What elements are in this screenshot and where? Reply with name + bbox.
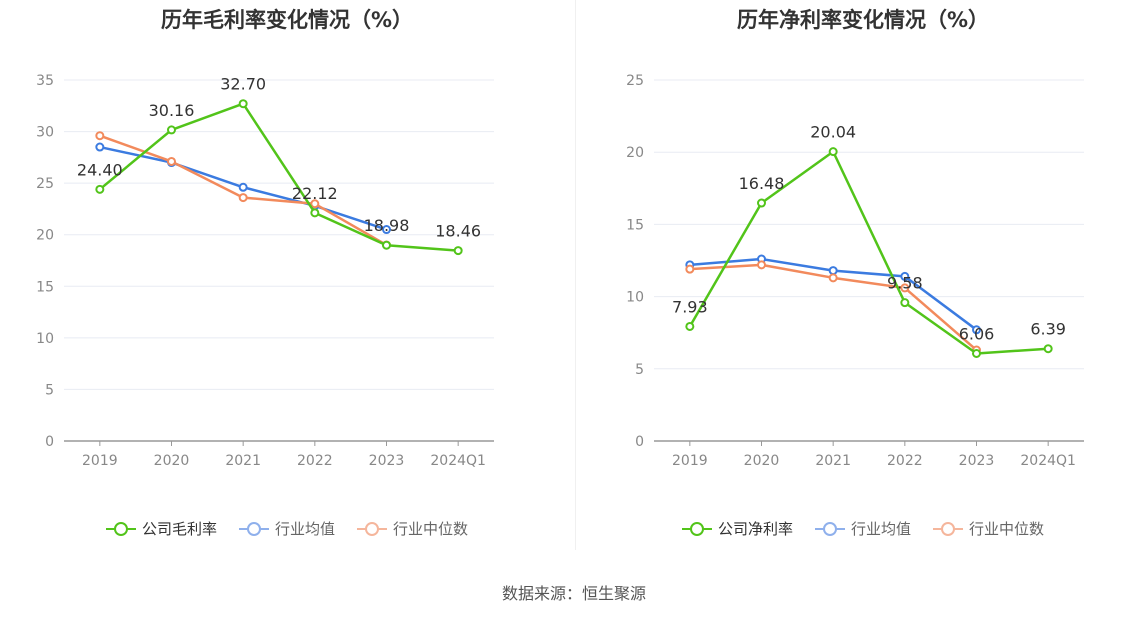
data-point	[900, 271, 910, 281]
series-line	[99, 102, 459, 252]
legend-marker-icon	[933, 521, 963, 536]
y-tick-label: 20	[626, 145, 644, 161]
data-point	[95, 184, 105, 194]
data-label: 30.16	[149, 101, 195, 120]
chart-title: 历年毛利率变化情况（%）	[160, 8, 414, 32]
x-tick-label: 2023	[369, 453, 405, 469]
legend-marker-icon	[814, 521, 845, 536]
panel-divider	[575, 0, 576, 550]
data-label: 6.06	[959, 324, 995, 343]
data-label: 18.46	[435, 222, 481, 241]
data-point	[757, 198, 766, 208]
legend-item-industry-mean[interactable]: 行业均值	[238, 518, 335, 539]
net-margin-chart: 历年净利率变化情况（%） 0 5 10 15 20 25 2019 2020 2021 2022 2…	[576, 0, 1148, 560]
legend-label: 行业均值	[850, 520, 911, 538]
data-label: 18.98	[364, 216, 410, 235]
x-tick-label: 2024Q1	[430, 453, 486, 469]
data-label: 22.12	[292, 184, 338, 203]
data-point	[167, 125, 176, 135]
y-tick-label: 25	[36, 176, 54, 192]
data-label: 7.93	[672, 297, 708, 316]
data-point	[757, 260, 766, 270]
data-point	[972, 325, 981, 335]
legend: 公司毛利率 行业均值 行业中位数	[0, 518, 574, 539]
legend-label: 公司毛利率	[141, 520, 217, 538]
legend-item-company[interactable]: 公司毛利率	[105, 518, 217, 539]
y-tick-label: 15	[36, 279, 54, 295]
data-label: 24.40	[77, 160, 123, 179]
x-tick-label: 2022	[887, 453, 923, 469]
legend-label: 公司净利率	[717, 520, 793, 538]
data-point	[972, 348, 981, 358]
x-tick-label: 2019	[82, 453, 118, 469]
legend-label: 行业中位数	[393, 520, 469, 538]
data-point	[900, 298, 910, 308]
x-tick-label: 2019	[672, 453, 708, 469]
x-tick-label: 2020	[744, 453, 780, 469]
data-point	[310, 208, 320, 218]
data-point	[382, 240, 391, 250]
gross-margin-chart: 历年毛利率变化情况（%） 0 5 10 15 20 25 30 35 2019 2020 2021 2…	[0, 0, 574, 560]
data-point	[828, 147, 838, 157]
data-point	[900, 283, 910, 293]
x-tick-label: 2022	[297, 453, 333, 469]
data-point	[238, 193, 248, 203]
y-tick-label: 0	[45, 434, 54, 450]
legend-item-company[interactable]: 公司净利率	[681, 518, 793, 539]
legend-marker-icon	[681, 521, 712, 536]
data-point	[828, 266, 838, 276]
y-tick-label: 5	[45, 382, 54, 398]
legend-label: 行业均值	[274, 520, 335, 538]
x-tick-label: 2024Q1	[1020, 453, 1076, 469]
data-point	[1043, 344, 1053, 354]
gross-margin-plot: 0 5 10 15 20 25 30 35 2019 2020 2021 2022 2023 2024Q1…	[36, 73, 494, 469]
legend-item-industry-median[interactable]: 行业中位数	[933, 518, 1044, 539]
data-source: 数据来源：恒生聚源	[501, 584, 646, 603]
x-tick-label: 2021	[815, 453, 851, 469]
data-label: 32.70	[220, 75, 266, 94]
series-line	[688, 150, 1049, 355]
data-point	[95, 131, 105, 141]
y-tick-label: 0	[635, 434, 644, 450]
x-tick-label: 2021	[225, 453, 261, 469]
y-tick-label: 20	[36, 228, 54, 244]
data-point	[828, 273, 838, 283]
data-point	[382, 225, 391, 235]
y-tick-label: 5	[635, 362, 644, 378]
legend-marker-icon	[105, 521, 136, 536]
legend-marker-icon	[238, 521, 269, 536]
y-tick-label: 10	[626, 290, 644, 306]
legend-item-industry-median[interactable]: 行业中位数	[357, 518, 468, 539]
data-point	[95, 142, 105, 152]
y-tick-label: 15	[626, 217, 644, 233]
data-point	[238, 99, 248, 109]
data-point	[685, 321, 695, 331]
data-point	[310, 199, 320, 209]
data-point	[238, 182, 248, 192]
legend: 公司净利率 行业均值 行业中位数	[576, 518, 1148, 539]
x-tick-label: 2020	[154, 453, 190, 469]
chart-title: 历年净利率变化情况（%）	[736, 8, 990, 32]
y-tick-label: 25	[626, 73, 644, 89]
legend-marker-icon	[357, 521, 387, 536]
y-tick-label: 35	[36, 73, 54, 89]
data-label: 20.04	[810, 123, 856, 142]
data-label: 9.58	[887, 274, 923, 293]
data-point	[685, 264, 695, 274]
legend-label: 行业中位数	[969, 520, 1045, 538]
y-tick-label: 10	[36, 331, 54, 347]
data-point	[453, 246, 463, 256]
net-margin-plot: 0 5 10 15 20 25 2019 2020 2021 2022 2023 2024Q1 7.93…	[626, 73, 1084, 469]
x-tick-label: 2023	[959, 453, 995, 469]
data-label: 6.39	[1030, 320, 1066, 339]
legend-item-industry-mean[interactable]: 行业均值	[814, 518, 911, 539]
y-tick-label: 30	[36, 125, 54, 141]
data-label: 16.48	[739, 174, 785, 193]
data-point	[167, 156, 176, 166]
